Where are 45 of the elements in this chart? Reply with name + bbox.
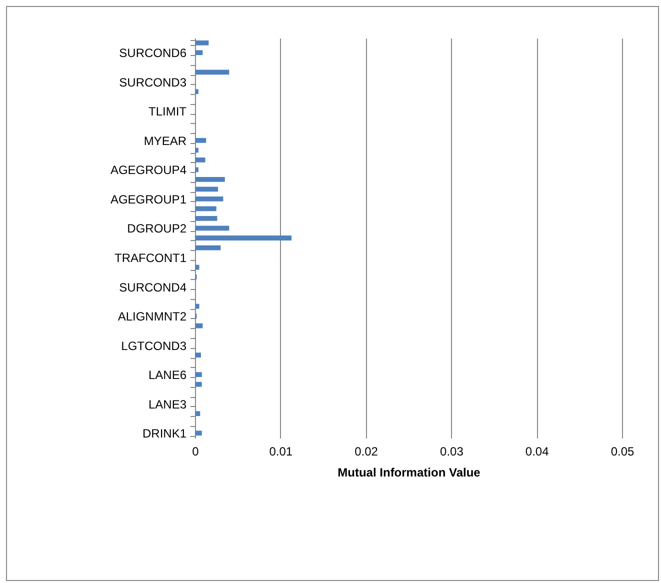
bar — [195, 167, 198, 172]
y-tick-label: SURCOND4 — [119, 280, 187, 294]
bar — [195, 196, 224, 202]
y-tick-label: LANE6 — [148, 368, 187, 382]
bar — [195, 372, 202, 378]
bar — [195, 304, 200, 309]
x-tick-label: 0.02 — [354, 444, 378, 458]
bar — [195, 70, 230, 75]
bar — [195, 245, 221, 250]
y-tick-label: MYEAR — [144, 134, 187, 148]
x-tick-label: 0.01 — [269, 444, 293, 458]
y-tick-label: LGTCOND3 — [121, 338, 187, 353]
bar — [195, 40, 209, 46]
bar — [195, 50, 203, 56]
bar — [195, 186, 218, 192]
bar — [195, 158, 206, 162]
bar — [195, 352, 201, 358]
x-tick-label: 0.05 — [610, 444, 634, 458]
y-tick-label: DRINK1 — [142, 426, 187, 441]
y-tick-label: AGEGROUP4 — [110, 163, 187, 178]
bar — [195, 148, 198, 153]
bar — [195, 177, 225, 182]
bar — [195, 89, 198, 94]
bar — [195, 206, 216, 212]
bar — [195, 264, 200, 270]
y-tick-label: SURCOND6 — [119, 46, 187, 60]
x-tick-label: 0 — [192, 444, 200, 458]
y-tick-label: ALIGNMNT2 — [118, 310, 187, 324]
bar — [195, 138, 206, 143]
bar — [195, 236, 292, 240]
bar — [195, 411, 200, 416]
bar — [195, 323, 203, 328]
y-tick-label: DGROUP2 — [127, 222, 187, 236]
y-tick-label: SURCOND3 — [119, 75, 187, 90]
y-tick-label: LANE3 — [148, 397, 187, 412]
bar — [195, 430, 202, 436]
x-tick-label: 0.03 — [440, 444, 464, 458]
x-axis-title: Mutual Information Value — [338, 466, 481, 480]
bar — [195, 382, 202, 387]
x-tick-label: 0.04 — [525, 444, 550, 458]
bar — [195, 226, 230, 231]
y-tick-label: AGEGROUP1 — [110, 192, 187, 206]
y-tick-label: TLIMIT — [148, 104, 188, 119]
y-tick-label: TRAFCONT1 — [114, 251, 187, 266]
bar — [195, 216, 218, 221]
